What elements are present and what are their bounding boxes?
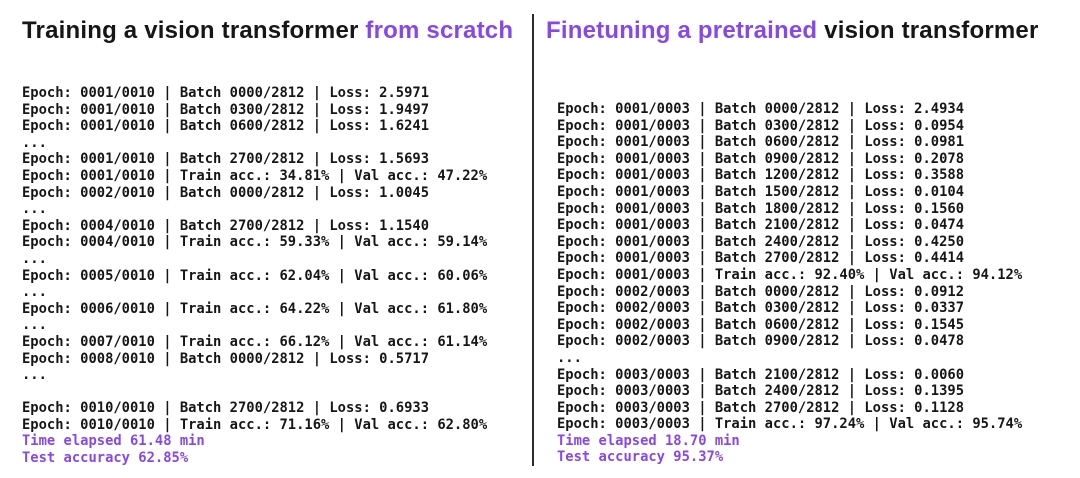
console-line: Epoch: 0002/0003 | Batch 0600/2812 | Los… [557,316,965,333]
console-line [22,384,487,401]
console-line: Epoch: 0001/0010 | Batch 2700/2812 | Los… [22,151,430,168]
console-line: Epoch: 0001/0010 | Batch 0000/2812 | Los… [22,85,430,101]
panel-divider [532,14,534,466]
console-line: ... [22,250,47,267]
console-line: Epoch: 0001/0003 | Batch 2100/2812 | Los… [557,217,965,234]
console-line: ... [22,317,47,334]
console-line: Epoch: 0001/0010 | Batch 0600/2812 | Los… [22,118,430,135]
console-line: Epoch: 0001/0010 | Batch 0300/2812 | Los… [22,101,430,118]
console-line: Epoch: 0002/0003 | Batch 0300/2812 | Los… [557,300,965,317]
console-line: Epoch: 0001/0003 | Batch 1200/2812 | Los… [557,167,965,184]
console-line: Time elapsed 18.70 min [557,432,740,449]
console-line: Epoch: 0001/0003 | Batch 2700/2812 | Los… [557,250,965,267]
console-line: Epoch: 0002/0010 | Batch 0000/2812 | Los… [22,184,430,201]
console-line: Epoch: 0003/0003 | Train acc.: 97.24% | … [557,416,1023,433]
console-line: Test accuracy 95.37% [557,449,724,466]
console-line: Epoch: 0002/0003 | Batch 0000/2812 | Los… [557,283,965,300]
right-title-part-highlight: Finetuning a pretrained [546,17,825,44]
console-line: Epoch: 0001/0003 | Train acc.: 92.40% | … [557,266,1023,283]
console-line: Epoch: 0003/0003 | Batch 2700/2812 | Los… [557,399,965,416]
console-line: ... [22,367,47,384]
console-line: ... [22,134,47,151]
console-line: Epoch: 0001/0010 | Train acc.: 34.81% | … [22,167,488,184]
console-line: Epoch: 0004/0010 | Train acc.: 59.33% | … [22,234,488,251]
right-title-part-plain: vision transformer [824,17,1039,44]
left-panel-title: Training a vision transformer from scrat… [22,17,513,45]
console-line: Epoch: 0005/0010 | Train acc.: 62.04% | … [22,267,488,284]
console-line: Epoch: 0003/0003 | Batch 2100/2812 | Los… [557,366,965,383]
console-line: Epoch: 0004/0010 | Batch 2700/2812 | Los… [22,217,430,234]
left-console-log: Epoch: 0001/0010 | Batch 0000/2812 | Los… [22,85,487,467]
console-line: Epoch: 0010/0010 | Train acc.: 71.16% | … [22,416,488,433]
right-console-log: Epoch: 0001/0003 | Batch 0000/2812 | Los… [557,101,1022,466]
console-line: ... [22,201,47,218]
console-line: Epoch: 0001/0003 | Batch 0600/2812 | Los… [557,134,965,151]
console-line: Epoch: 0001/0003 | Batch 0300/2812 | Los… [557,117,965,134]
left-title-part-highlight: from scratch [365,17,514,44]
console-line: Epoch: 0001/0003 | Batch 2400/2812 | Los… [557,233,965,250]
console-line: ... [22,284,47,301]
console-line: Epoch: 0006/0010 | Train acc.: 64.22% | … [22,300,488,317]
console-line: Epoch: 0001/0003 | Batch 0900/2812 | Los… [557,150,965,167]
console-line: ... [557,349,582,366]
console-line: Epoch: 0001/0003 | Batch 1500/2812 | Los… [557,183,965,200]
right-panel-title: Finetuning a pretrained vision transform… [546,17,1038,45]
left-title-part-plain: Training a vision transformer [22,17,366,44]
console-line: Epoch: 0001/0003 | Batch 0000/2812 | Los… [557,101,965,117]
console-line: Epoch: 0010/0010 | Batch 2700/2812 | Los… [22,400,430,417]
console-line: Test accuracy 62.85% [22,450,189,467]
console-line: Epoch: 0001/0003 | Batch 1800/2812 | Los… [557,200,965,217]
console-line: Epoch: 0003/0003 | Batch 2400/2812 | Los… [557,383,965,400]
console-line: Time elapsed 61.48 min [22,433,205,450]
console-line: Epoch: 0008/0010 | Batch 0000/2812 | Los… [22,350,430,367]
console-line: Epoch: 0002/0003 | Batch 0900/2812 | Los… [557,333,965,350]
console-line: Epoch: 0007/0010 | Train acc.: 66.12% | … [22,333,488,350]
